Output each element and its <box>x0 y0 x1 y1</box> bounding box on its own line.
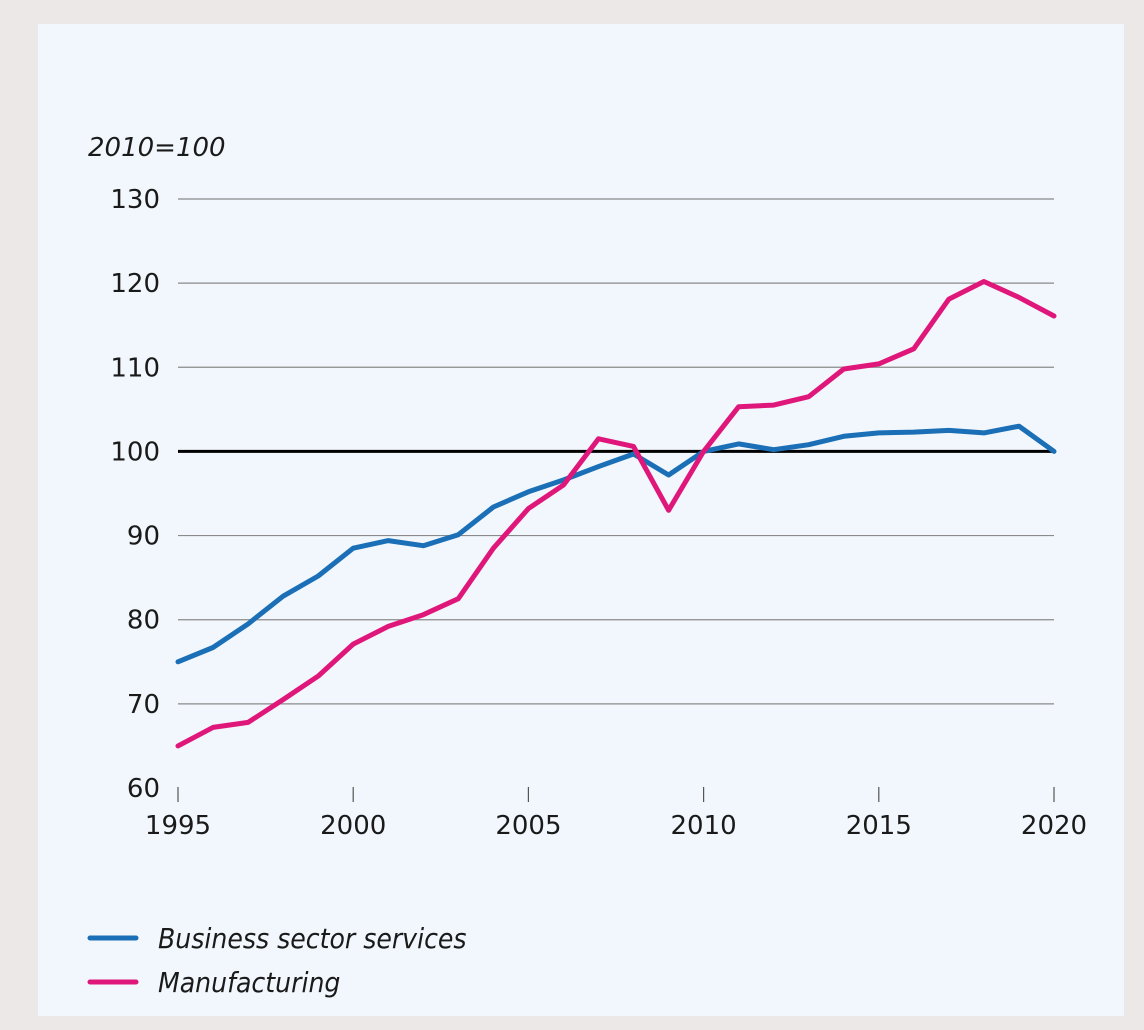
legend: Business sector services Manufacturing <box>87 922 467 999</box>
y-tick-label-110: 110 <box>110 353 160 383</box>
x-tick-label-2000: 2000 <box>320 811 386 841</box>
y-axis-ticks: 60 70 80 90 100 110 120 130 <box>110 185 160 804</box>
series-line-business-sector-services <box>175 423 1057 665</box>
y-tick-label-120: 120 <box>110 269 160 299</box>
y-tick-label-60: 60 <box>127 774 160 804</box>
y-unit-label: 2010=100 <box>88 133 226 163</box>
x-axis: 1995 2000 2005 2010 2015 2020 <box>145 787 1087 841</box>
gridlines <box>178 198 1054 705</box>
legend-label-business-sector-services: Business sector services <box>158 922 467 955</box>
x-tick-label-2005: 2005 <box>495 811 561 841</box>
y-tick-label-90: 90 <box>127 522 160 552</box>
legend-label-manufacturing: Manufacturing <box>158 966 340 999</box>
x-tick-label-2010: 2010 <box>671 811 737 841</box>
series-line-manufacturing <box>175 279 1057 749</box>
series-lines <box>175 279 1057 749</box>
x-tick-label-1995: 1995 <box>145 811 211 841</box>
y-tick-label-130: 130 <box>110 185 160 215</box>
x-tick-label-2015: 2015 <box>846 811 912 841</box>
chart-panel: 2010=100 60 70 80 90 100 110 120 130 1995 2000 20… <box>38 24 1124 1016</box>
x-tick-label-2020: 2020 <box>1021 811 1087 841</box>
y-tick-label-80: 80 <box>127 606 160 636</box>
y-tick-label-100: 100 <box>110 437 160 467</box>
line-chart: 2010=100 60 70 80 90 100 110 120 130 1995 2000 20… <box>87 133 1087 999</box>
y-tick-label-70: 70 <box>127 690 160 720</box>
